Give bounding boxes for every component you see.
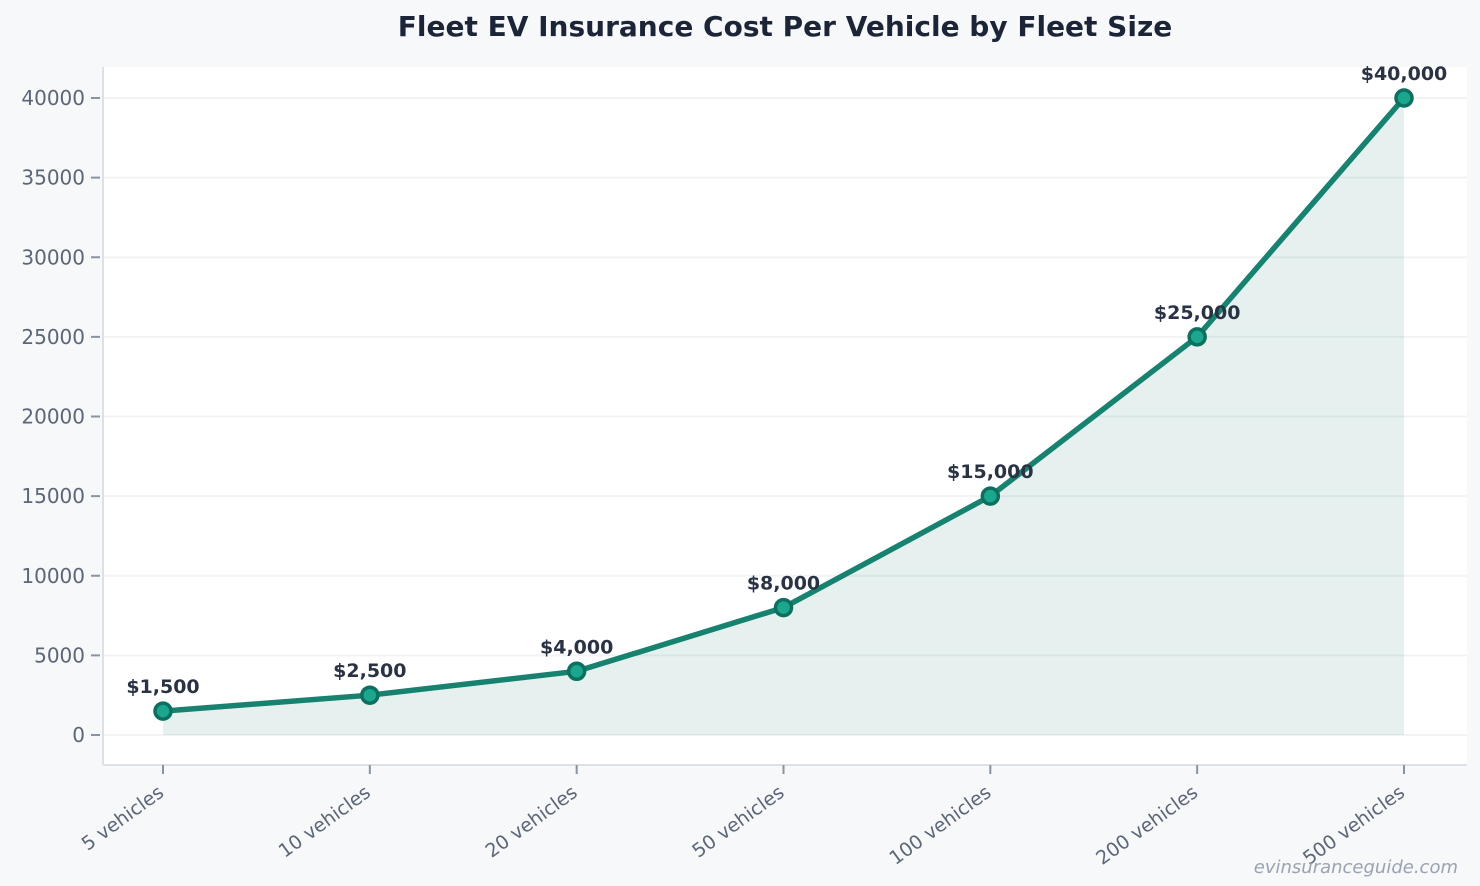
y-tick-label: 0 [72, 723, 85, 747]
x-tick-label: 20 vehicles [481, 781, 581, 862]
data-point [773, 597, 794, 618]
data-point-label: $15,000 [947, 461, 1034, 483]
y-tick-label: 30000 [21, 245, 85, 269]
data-point-label: $2,500 [333, 660, 406, 682]
data-point-label: $4,000 [540, 636, 613, 658]
x-tick-label: 50 vehicles [688, 781, 788, 862]
data-point [566, 661, 587, 682]
y-tick-label: 10000 [21, 564, 85, 588]
data-point [1394, 88, 1414, 108]
data-point [360, 685, 380, 705]
y-tick-label: 35000 [21, 166, 85, 190]
y-tick-label: 40000 [21, 86, 85, 110]
area-fill [163, 98, 1404, 735]
data-point-label: $1,500 [126, 676, 199, 698]
data-point [153, 701, 173, 721]
data-point-label: $25,000 [1154, 302, 1241, 324]
data-point-label: $8,000 [747, 573, 820, 595]
x-tick-label: 10 vehicles [275, 781, 375, 862]
y-tick-label: 15000 [21, 484, 85, 508]
x-tick-label: 200 vehicles [1092, 781, 1202, 869]
x-tick-label: 5 vehicles [78, 781, 168, 855]
data-point [980, 486, 1001, 506]
x-tick-label: 100 vehicles [885, 781, 995, 869]
y-tick-label: 25000 [21, 325, 85, 349]
data-point [1187, 327, 1207, 347]
data-point-label: $40,000 [1361, 63, 1448, 85]
watermark: evinsuranceguide.com [1253, 857, 1458, 878]
y-tick-label: 5000 [34, 643, 85, 667]
chart-title: Fleet EV Insurance Cost Per Vehicle by F… [397, 10, 1173, 43]
y-tick-label: 20000 [21, 405, 85, 429]
